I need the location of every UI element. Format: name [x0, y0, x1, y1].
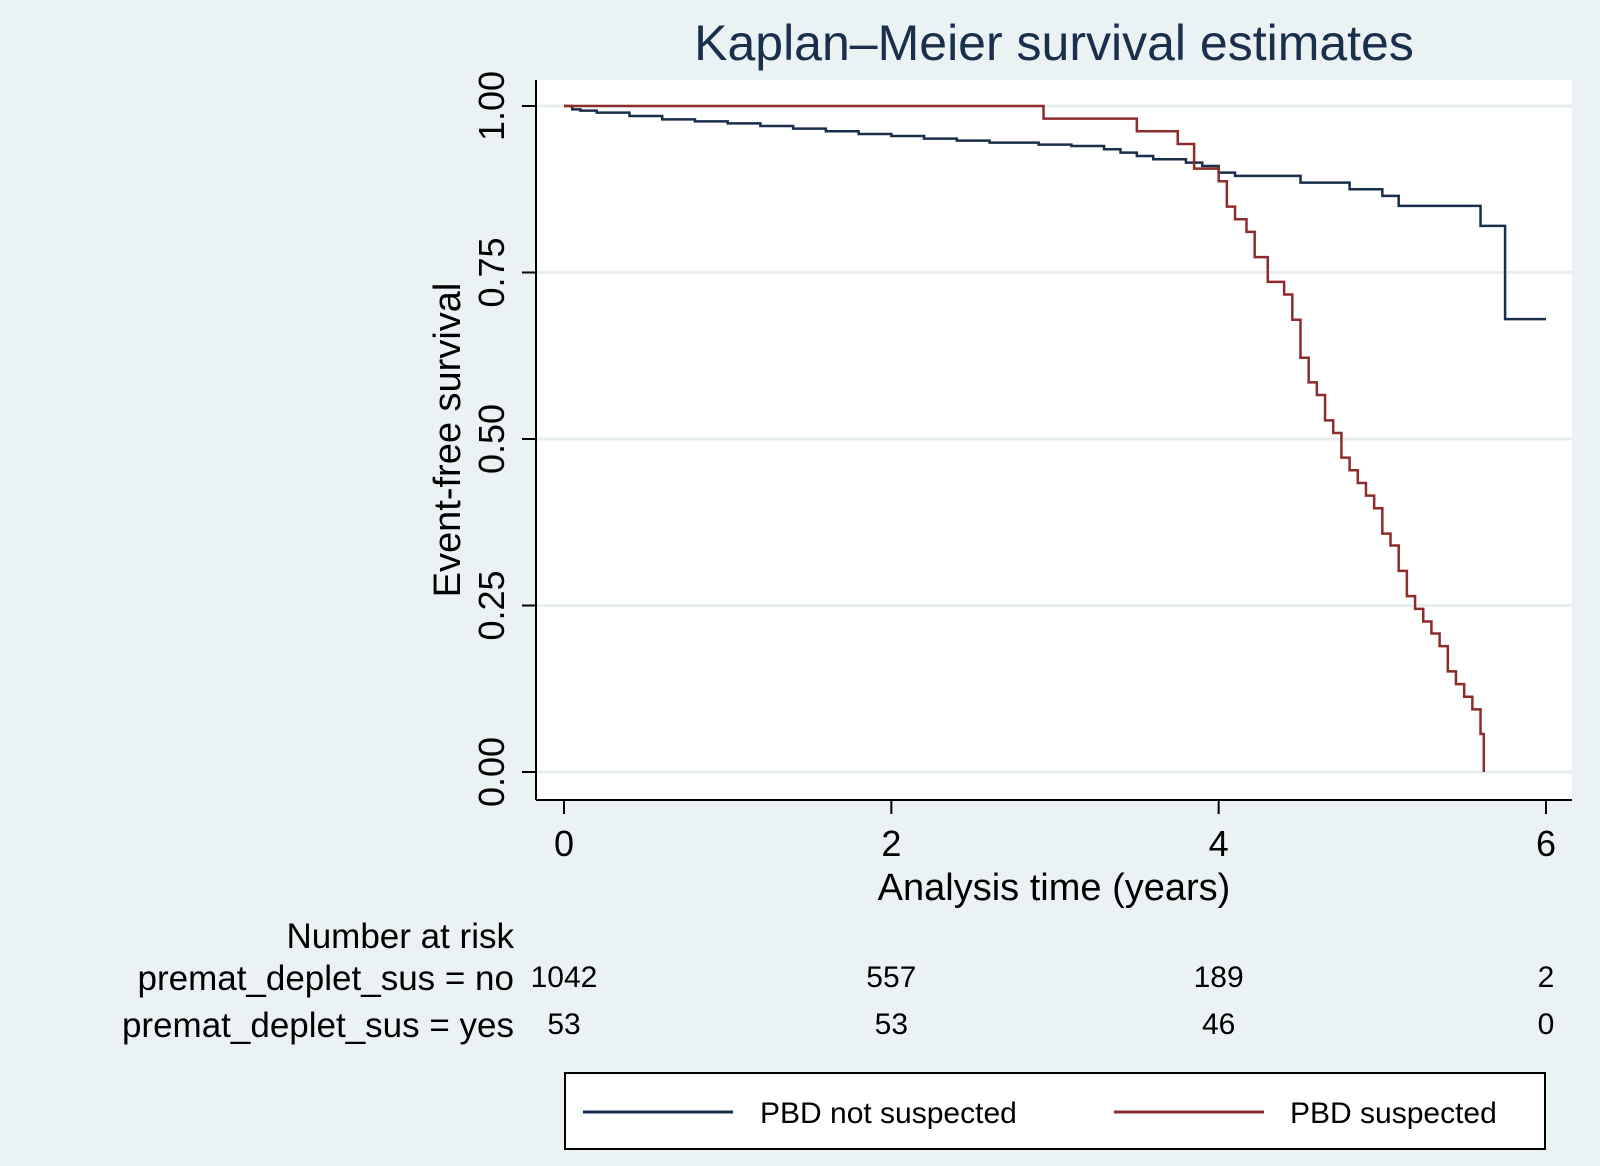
x-axis-title: Analysis time (years) [878, 867, 1231, 909]
x-tick-label: 0 [554, 823, 574, 864]
series-line-pbd-not-suspected [564, 104, 1546, 321]
risk-value: 0 [1538, 1008, 1555, 1041]
risk-value: 1042 [531, 961, 598, 994]
risk-row-label: premat_deplet_sus = no [137, 959, 514, 998]
risk-value: 53 [875, 1008, 908, 1041]
risk-table-header: Number at risk [286, 917, 514, 956]
x-tick-label: 2 [881, 823, 901, 864]
y-axis-title: Event-free survival [427, 283, 469, 598]
series-line-pbd-suspected [564, 104, 1486, 772]
x-tick-label: 6 [1536, 823, 1556, 864]
y-tick-label: 0.00 [471, 737, 512, 807]
x-tick-label: 4 [1209, 823, 1229, 864]
y-tick-label: 0.25 [471, 570, 512, 640]
risk-row-label: premat_deplet_sus = yes [122, 1006, 514, 1045]
risk-value: 2 [1538, 961, 1555, 994]
legend-label-pbd-suspected: PBD suspected [1290, 1097, 1497, 1130]
x-axis: 0 2 4 6 [554, 800, 1556, 864]
legend-label-pbd-not-suspected: PBD not suspected [760, 1097, 1017, 1130]
y-tick-label: 0.50 [471, 404, 512, 474]
risk-value: 46 [1202, 1008, 1235, 1041]
risk-value: 557 [866, 961, 916, 994]
series-lines [564, 104, 1546, 772]
risk-table: premat_deplet_sus = no 1042 557 189 2 premat_… [122, 959, 1554, 1045]
legend: PBD not suspected PBD suspected [564, 1072, 1546, 1150]
y-tick-label: 0.75 [471, 237, 512, 307]
risk-value: 53 [547, 1008, 580, 1041]
risk-value: 189 [1194, 961, 1244, 994]
gridlines [536, 104, 1572, 774]
y-axis: 0.00 0.25 0.50 0.75 1.00 [471, 71, 536, 807]
y-tick-label: 1.00 [471, 71, 512, 141]
chart-title: Kaplan–Meier survival estimates [694, 15, 1414, 71]
